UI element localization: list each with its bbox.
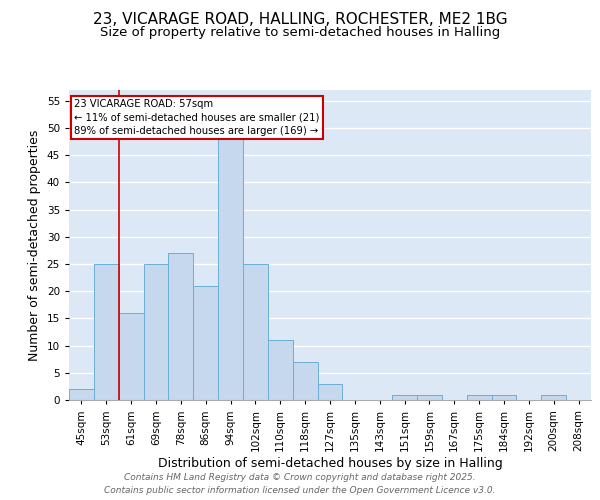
Text: Contains HM Land Registry data © Crown copyright and database right 2025.
Contai: Contains HM Land Registry data © Crown c…: [104, 474, 496, 495]
Bar: [293, 362, 317, 400]
Bar: [218, 134, 243, 400]
Bar: [491, 394, 517, 400]
Bar: [417, 394, 442, 400]
Bar: [169, 253, 193, 400]
Bar: [94, 264, 119, 400]
Bar: [268, 340, 293, 400]
Bar: [541, 394, 566, 400]
Bar: [317, 384, 343, 400]
Text: Size of property relative to semi-detached houses in Halling: Size of property relative to semi-detach…: [100, 26, 500, 39]
Bar: [467, 394, 491, 400]
Text: 23 VICARAGE ROAD: 57sqm
← 11% of semi-detached houses are smaller (21)
89% of se: 23 VICARAGE ROAD: 57sqm ← 11% of semi-de…: [74, 100, 320, 136]
Bar: [193, 286, 218, 400]
Bar: [143, 264, 169, 400]
Bar: [243, 264, 268, 400]
Bar: [69, 389, 94, 400]
Bar: [392, 394, 417, 400]
X-axis label: Distribution of semi-detached houses by size in Halling: Distribution of semi-detached houses by …: [158, 456, 502, 469]
Y-axis label: Number of semi-detached properties: Number of semi-detached properties: [28, 130, 41, 360]
Bar: [119, 313, 143, 400]
Text: 23, VICARAGE ROAD, HALLING, ROCHESTER, ME2 1BG: 23, VICARAGE ROAD, HALLING, ROCHESTER, M…: [92, 12, 508, 28]
